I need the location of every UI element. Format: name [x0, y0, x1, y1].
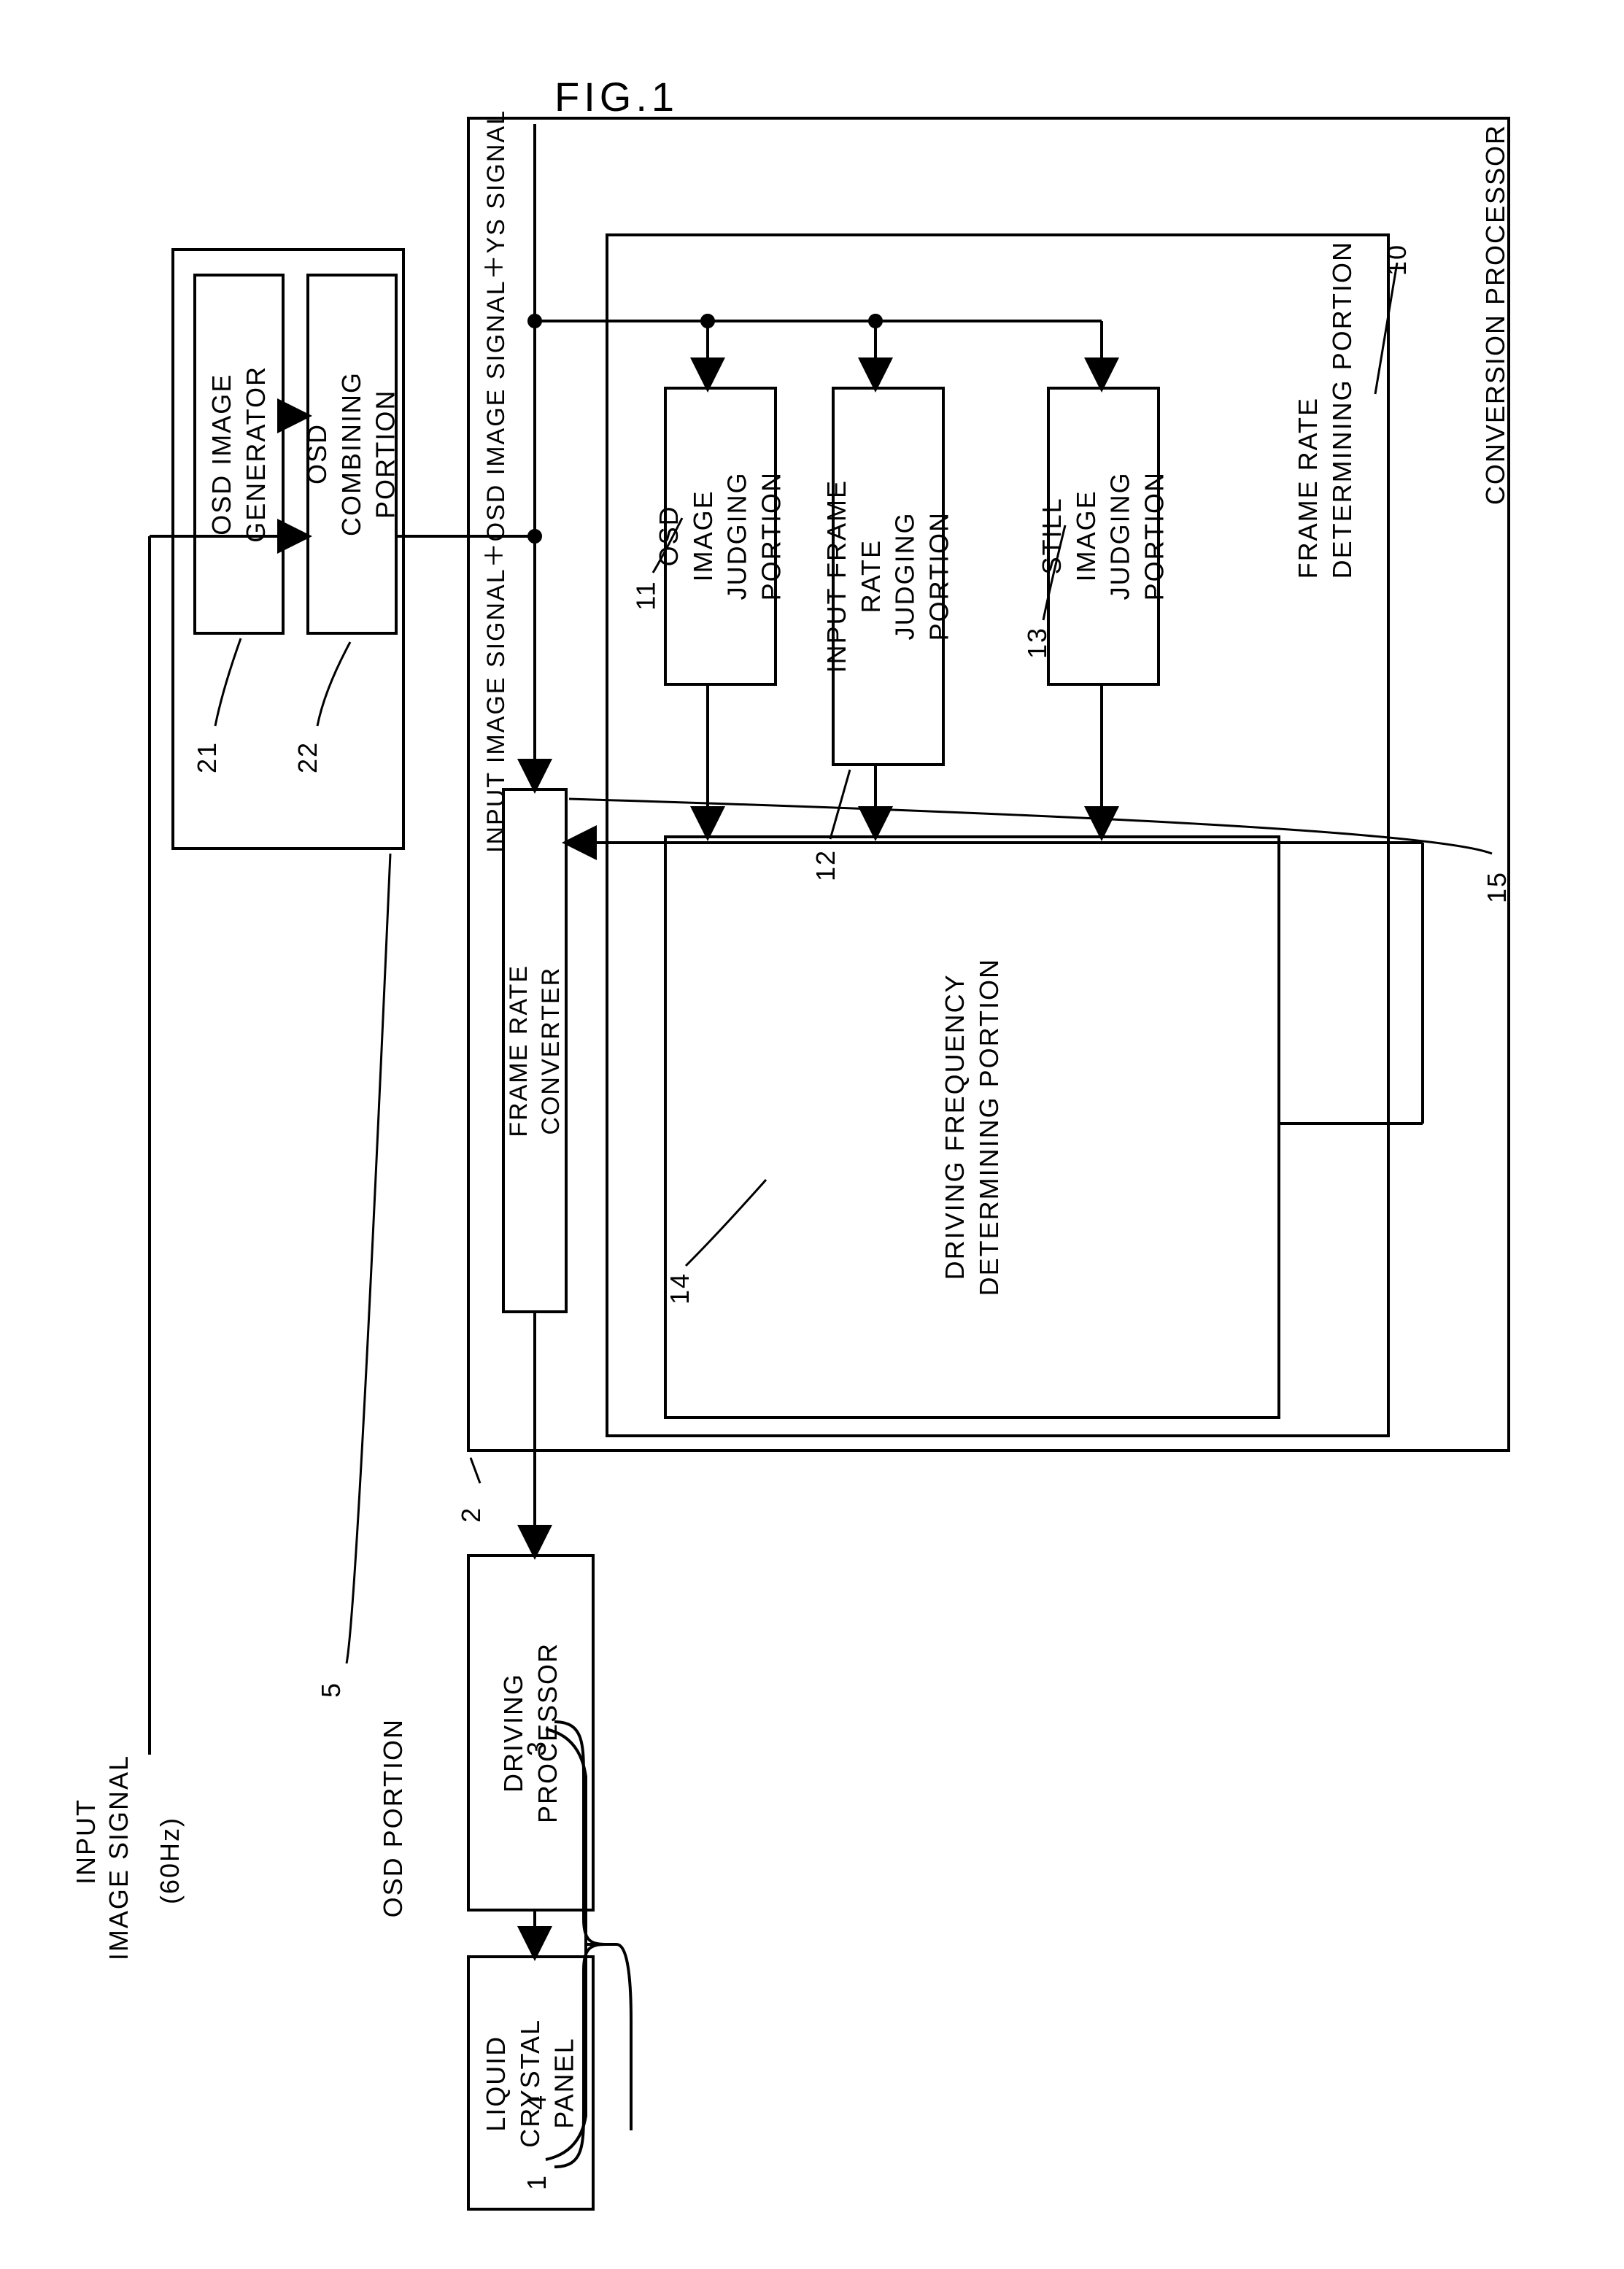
ref-3: 3: [522, 1740, 552, 1756]
diagram-canvas: FIG.1 OSD PORTION OSD IMAGEGENERATOR OSD…: [29, 29, 1595, 2240]
driving-freq-det-text: DRIVING FREQUENCYDETERMINING PORTION: [938, 958, 1007, 1296]
osd-combining-box: OSDCOMBININGPORTION: [306, 274, 398, 635]
input-freq: (60Hz): [153, 1817, 187, 1904]
still-image-box: STILLIMAGEJUDGINGPORTION: [1047, 387, 1160, 686]
conversion-processor-label: CONVERSION PROCESSOR: [1479, 124, 1513, 505]
frame-rate-det-label: FRAME RATEDETERMINING PORTION: [1291, 241, 1360, 579]
osd-image-generator-text: OSD IMAGEGENERATOR: [205, 366, 274, 543]
ref-22: 22: [293, 741, 323, 773]
driving-freq-det-box: DRIVING FREQUENCYDETERMINING PORTION: [664, 835, 1280, 1419]
still-image-text: STILLIMAGEJUDGINGPORTION: [1035, 471, 1172, 600]
driving-processor-box: DRIVINGPROCESSOR: [467, 1554, 595, 1912]
ref-15: 15: [1482, 871, 1512, 903]
osd-combining-text: OSDCOMBININGPORTION: [301, 371, 403, 536]
ref-2: 2: [456, 1507, 487, 1523]
liquid-crystal-box: LIQUIDCRYSTALPANEL: [467, 1955, 595, 2211]
ref-13: 13: [1022, 627, 1053, 659]
input-label-2: IMAGE SIGNAL: [102, 1755, 136, 1960]
osd-judging-text: OSDIMAGEJUDGINGPORTION: [652, 471, 789, 600]
input-frame-rate-text: INPUT FRAMERATEJUDGINGPORTION: [820, 479, 956, 673]
driving-processor-text: DRIVINGPROCESSOR: [497, 1642, 565, 1823]
input-frame-rate-box: INPUT FRAMERATEJUDGINGPORTION: [832, 387, 945, 766]
ref-14: 14: [665, 1272, 695, 1304]
frame-rate-converter-box: FRAME RATECONVERTER: [502, 788, 568, 1313]
input-label-1: INPUT: [69, 1798, 104, 1885]
liquid-crystal-text: LIQUIDCRYSTALPANEL: [479, 2019, 581, 2148]
ref-5: 5: [316, 1682, 347, 1698]
signal-line-label: INPUT IMAGE SIGNAL＋OSD IMAGE SIGNAL＋YS S…: [480, 109, 512, 853]
ref-12: 12: [811, 849, 841, 881]
ref-1: 1: [522, 2174, 552, 2190]
frame-rate-converter-text: FRAME RATECONVERTER: [503, 965, 567, 1137]
ref-4: 4: [522, 2094, 552, 2110]
ref-10: 10: [1382, 244, 1412, 276]
ref-21: 21: [192, 741, 223, 773]
figure-title: FIG.1: [554, 73, 678, 120]
ref-11: 11: [631, 580, 662, 610]
osd-portion-label: OSD PORTION: [376, 1718, 411, 1917]
osd-image-generator-box: OSD IMAGEGENERATOR: [193, 274, 285, 635]
osd-judging-box: OSDIMAGEJUDGINGPORTION: [664, 387, 777, 686]
